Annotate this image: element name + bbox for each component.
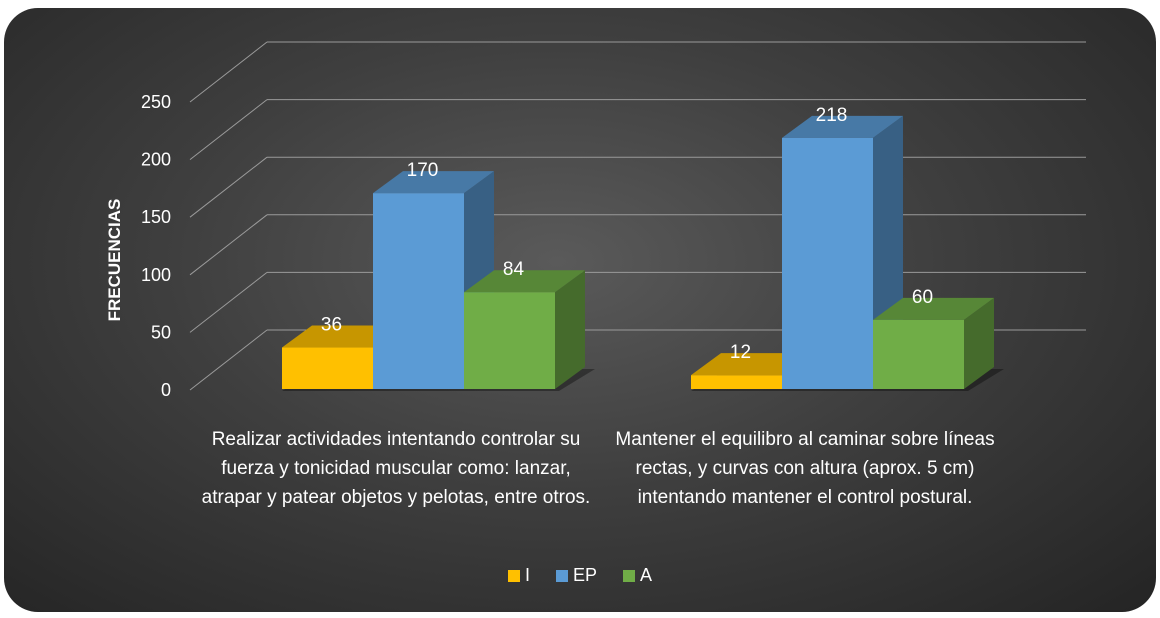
bar-top-a-2 xyxy=(873,297,994,320)
bar-i-1 xyxy=(282,347,373,389)
gridline-depth-3 xyxy=(189,156,268,218)
bar-top-ep-1 xyxy=(373,171,494,194)
gridline-depth-1 xyxy=(189,272,268,333)
y-tick-label-2: 100 xyxy=(141,265,171,285)
category-label-2: Mantener el equilibro al caminar sobre l… xyxy=(615,429,995,508)
chart-panel: 0 50 100 150 200 250 FRECUENCIAS 36 170 84 12 218 60… xyxy=(4,8,1156,612)
data-label-a-1: 84 xyxy=(503,259,525,280)
data-label-ep-2: 218 xyxy=(816,105,848,126)
gridline-depth-5 xyxy=(189,41,268,103)
y-tick-label-0: 0 xyxy=(161,380,171,400)
bar-top-a-1 xyxy=(464,270,585,293)
bar-top-i-1 xyxy=(282,325,403,348)
y-tick-label-4: 200 xyxy=(141,150,171,170)
legend-swatch-a xyxy=(623,569,635,582)
bar-i-2 xyxy=(691,375,782,389)
legend: I EP A xyxy=(4,565,1156,586)
legend-item-a[interactable]: A xyxy=(623,565,652,586)
gridline-depth-0 xyxy=(189,329,268,391)
bar-top-i-2 xyxy=(691,353,812,376)
legend-label-i: I xyxy=(524,565,530,585)
bar-ep-1 xyxy=(373,193,464,389)
data-label-a-2: 60 xyxy=(912,287,933,308)
data-label-ep-1: 170 xyxy=(407,160,439,181)
bar-a-1 xyxy=(464,292,555,389)
bar-side-a-1 xyxy=(555,270,585,389)
y-tick-label-5: 250 xyxy=(141,92,171,112)
bar-side-a-2 xyxy=(964,297,994,389)
gridline-depth-2 xyxy=(189,214,268,276)
y-tick-label-3: 150 xyxy=(141,207,171,227)
legend-label-ep: EP xyxy=(572,565,597,585)
bar-top-ep-2 xyxy=(782,115,903,138)
y-axis-title: FRECUENCIAS xyxy=(105,199,124,322)
y-tick-label-1: 50 xyxy=(151,322,171,342)
legend-swatch-ep xyxy=(555,569,568,582)
gridline-depth-4 xyxy=(189,99,268,160)
legend-item-ep[interactable]: EP xyxy=(555,565,597,586)
data-label-i-2: 12 xyxy=(730,342,751,363)
category-label-1: Realizar actividades intentando controla… xyxy=(201,429,591,508)
bar-ep-2 xyxy=(782,137,873,389)
legend-swatch-i xyxy=(507,569,520,582)
chart-plot: 0 50 100 150 200 250 FRECUENCIAS 36 170 84 12 218 60 xyxy=(105,41,1086,400)
data-label-i-1: 36 xyxy=(321,315,342,336)
legend-label-a: A xyxy=(640,565,653,585)
legend-item-i[interactable]: I xyxy=(507,565,530,586)
bar-a-2 xyxy=(873,319,964,389)
